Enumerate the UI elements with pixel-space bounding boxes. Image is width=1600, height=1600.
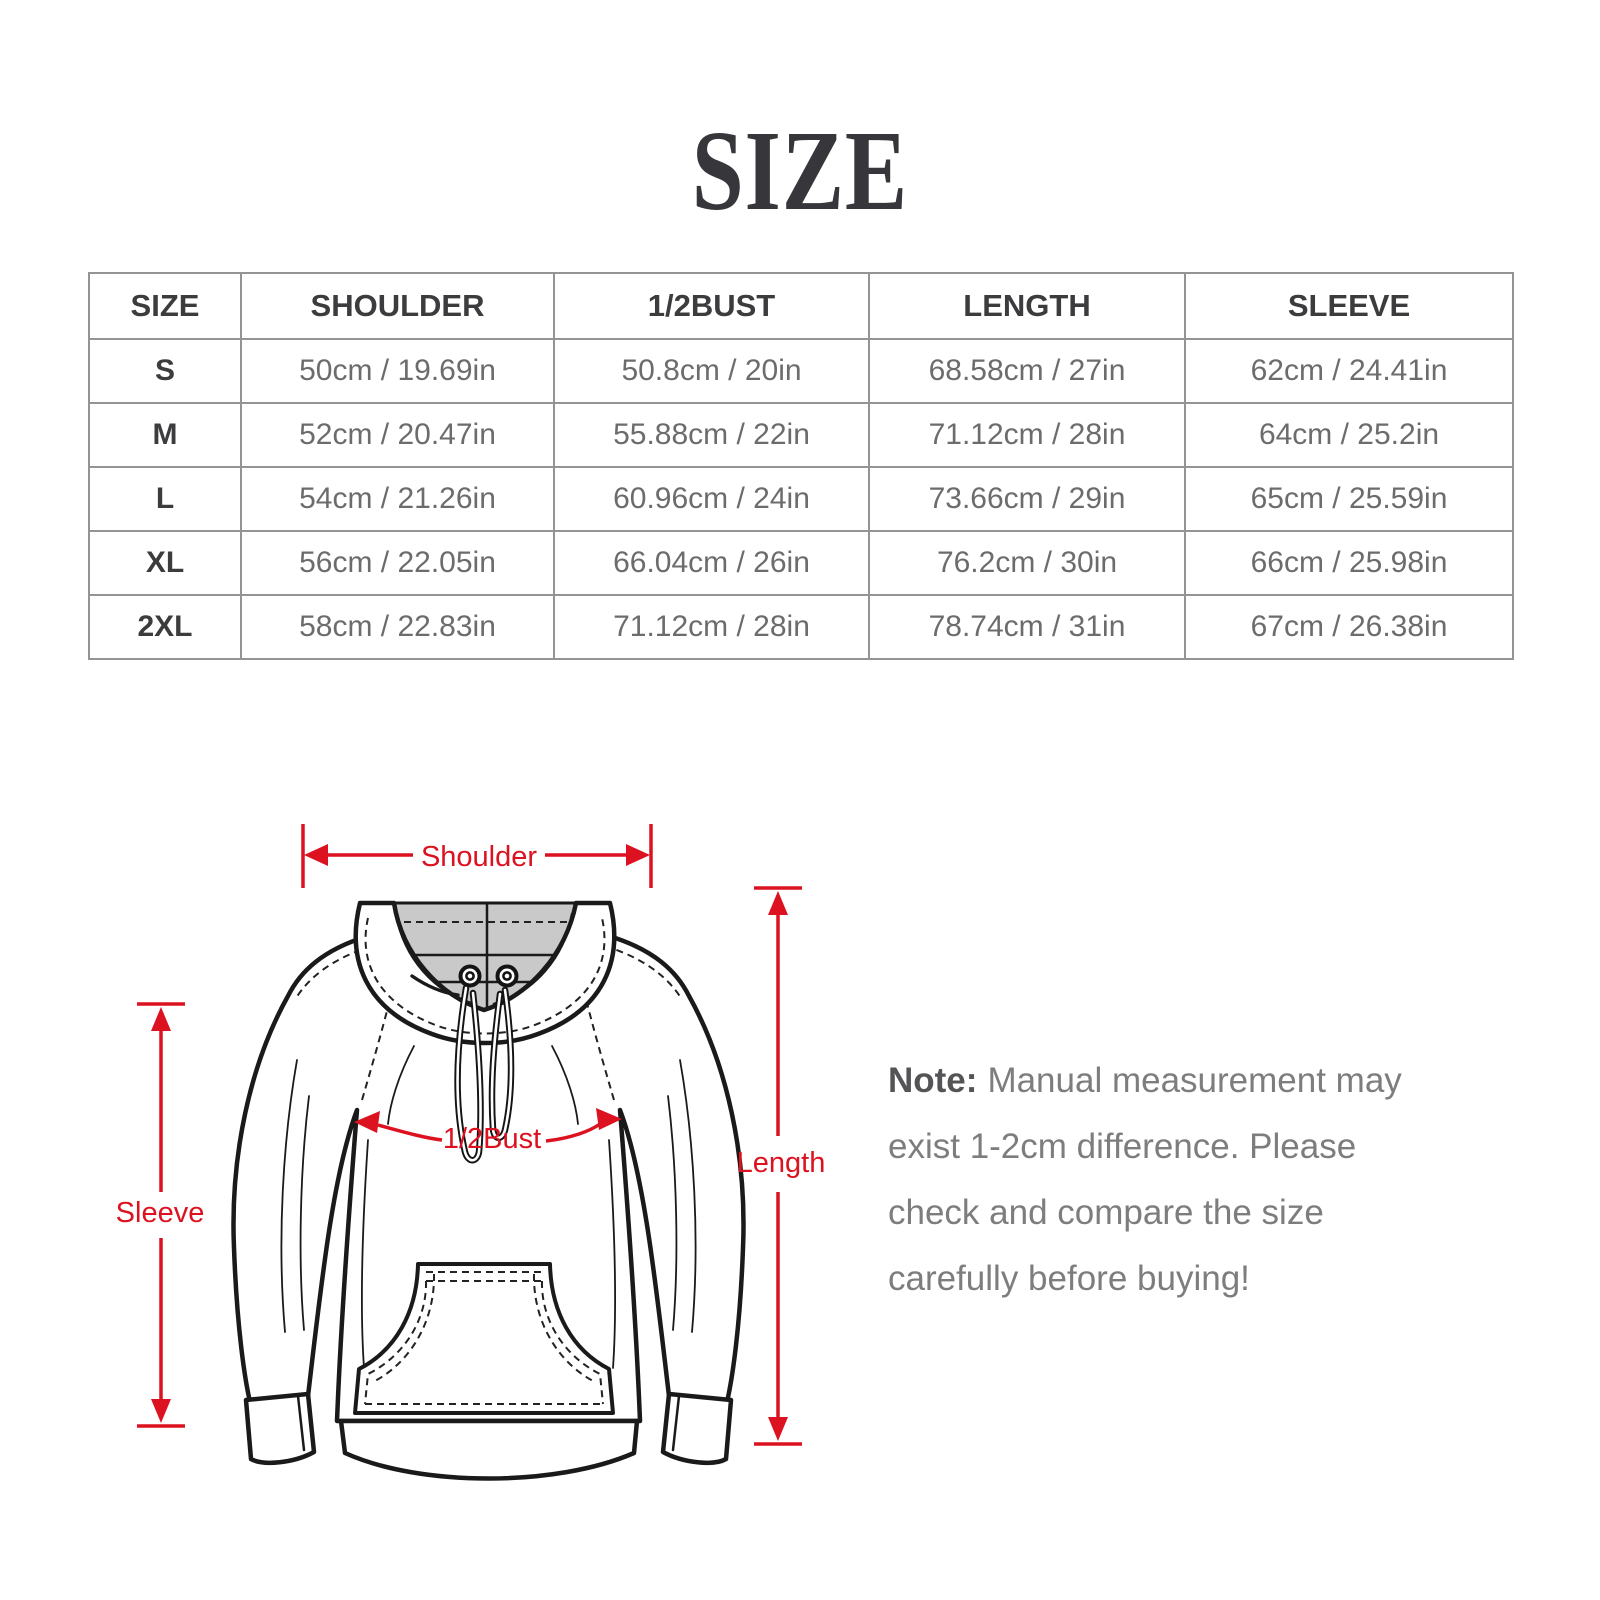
- col-header-sleeve: SLEEVE: [1184, 272, 1514, 340]
- table-row-l: L 54cm / 21.26in 60.96cm / 24in 73.66cm …: [88, 466, 1514, 532]
- note-line: carefully before buying!: [888, 1259, 1250, 1298]
- shoulder-arrow-label: Shoulder: [421, 841, 537, 873]
- half-bust-arrow-label: 1/2Bust: [443, 1123, 541, 1155]
- cell-halfbust: 60.96cm / 24in: [553, 466, 870, 532]
- cell-length: 71.12cm / 28in: [868, 402, 1186, 468]
- cell-sleeve: 62cm / 24.41in: [1184, 338, 1514, 404]
- cell-shoulder: 58cm / 22.83in: [240, 594, 555, 660]
- col-header-shoulder: SHOULDER: [240, 272, 555, 340]
- drawstrings: [454, 964, 519, 1164]
- half-bust-arrow: 1/2Bust: [354, 1108, 622, 1155]
- cell-halfbust: 66.04cm / 26in: [553, 530, 870, 596]
- sleeve-arrow: Sleeve: [116, 1002, 205, 1428]
- cell-shoulder: 50cm / 19.69in: [240, 338, 555, 404]
- note-line: Note: Manual measurement may: [888, 1048, 1488, 1114]
- cell-size: L: [88, 466, 242, 532]
- note-line: exist 1-2cm difference. Please: [888, 1127, 1357, 1166]
- table-row-xl: XL 56cm / 22.05in 66.04cm / 26in 76.2cm …: [88, 530, 1514, 596]
- cell-sleeve: 67cm / 26.38in: [1184, 594, 1514, 660]
- cell-size: M: [88, 402, 242, 468]
- table-row-2xl: 2XL 58cm / 22.83in 71.12cm / 28in 78.74c…: [88, 594, 1514, 660]
- col-header-halfbust: 1/2BUST: [553, 272, 870, 340]
- cell-shoulder: 56cm / 22.05in: [240, 530, 555, 596]
- table-row-m: M 52cm / 20.47in 55.88cm / 22in 71.12cm …: [88, 402, 1514, 468]
- cell-size: 2XL: [88, 594, 242, 660]
- cell-length: 68.58cm / 27in: [868, 338, 1186, 404]
- note-line-text: Manual measurement may: [987, 1061, 1402, 1100]
- length-arrow-label: Length: [737, 1147, 826, 1179]
- page-title-text: SIZE: [691, 107, 909, 234]
- shoulder-arrow: Shoulder: [301, 824, 653, 888]
- page-title: SIZE: [0, 114, 1600, 228]
- cell-length: 78.74cm / 31in: [868, 594, 1186, 660]
- hoodie-illustration: [231, 900, 746, 1481]
- length-arrow: Length: [737, 886, 826, 1446]
- cell-sleeve: 65cm / 25.59in: [1184, 466, 1514, 532]
- cell-sleeve: 66cm / 25.98in: [1184, 530, 1514, 596]
- sleeve-arrow-label: Sleeve: [116, 1197, 205, 1229]
- cell-length: 76.2cm / 30in: [868, 530, 1186, 596]
- cell-sleeve: 64cm / 25.2in: [1184, 402, 1514, 468]
- note-prefix: Note:: [888, 1061, 978, 1100]
- cell-length: 73.66cm / 29in: [868, 466, 1186, 532]
- cell-halfbust: 71.12cm / 28in: [553, 594, 870, 660]
- table-row-s: S 50cm / 19.69in 50.8cm / 20in 68.58cm /…: [88, 338, 1514, 404]
- cell-size: XL: [88, 530, 242, 596]
- col-header-size: SIZE: [88, 272, 242, 340]
- cell-halfbust: 50.8cm / 20in: [553, 338, 870, 404]
- note-line: check and compare the size: [888, 1193, 1324, 1232]
- col-header-length: LENGTH: [868, 272, 1186, 340]
- cell-size: S: [88, 338, 242, 404]
- size-table: SIZE SHOULDER 1/2BUST LENGTH SLEEVE S 50…: [88, 272, 1514, 660]
- cell-shoulder: 52cm / 20.47in: [240, 402, 555, 468]
- cell-halfbust: 55.88cm / 22in: [553, 402, 870, 468]
- table-header-row: SIZE SHOULDER 1/2BUST LENGTH SLEEVE: [88, 272, 1514, 340]
- note-text: Note: Manual measurement may exist 1-2cm …: [888, 1048, 1488, 1312]
- size-table-container: SIZE SHOULDER 1/2BUST LENGTH SLEEVE S 50…: [88, 272, 1514, 660]
- cell-shoulder: 54cm / 21.26in: [240, 466, 555, 532]
